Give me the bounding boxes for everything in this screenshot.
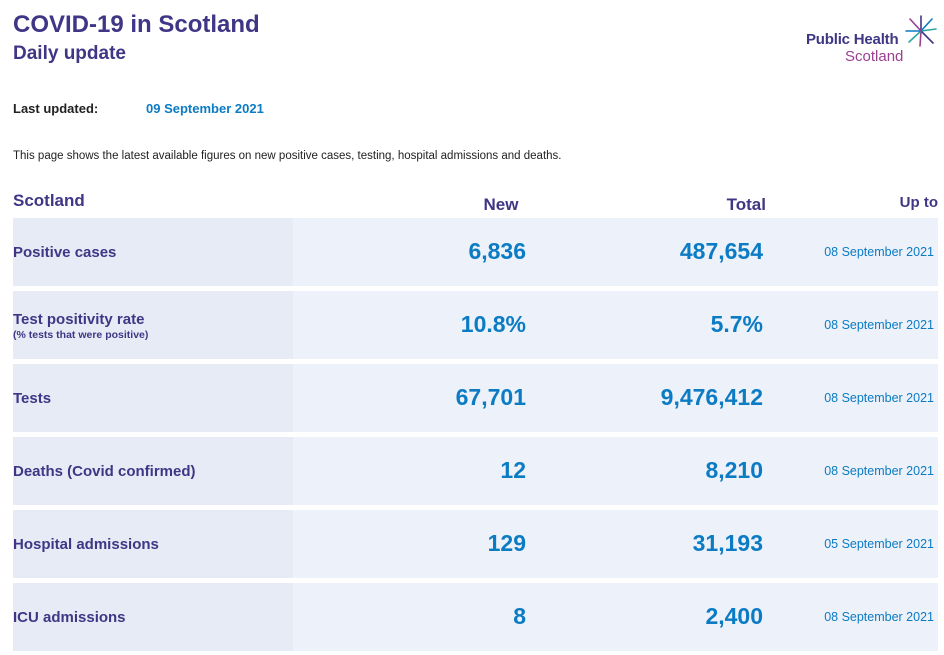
column-header-new: New bbox=[483, 195, 519, 214]
row-date: 08 September 2021 bbox=[824, 318, 934, 332]
row-date: 05 September 2021 bbox=[824, 537, 934, 551]
row-sublabel: (% tests that were positive) bbox=[13, 329, 149, 341]
last-updated-label: Last updated: bbox=[13, 101, 99, 116]
table-row-deaths: Deaths (Covid confirmed) 12 8,210 08 Sep… bbox=[13, 437, 938, 505]
row-total-value: 487,654 bbox=[679, 238, 763, 264]
row-date: 08 September 2021 bbox=[824, 464, 934, 478]
row-label: ICU admissions bbox=[13, 609, 126, 626]
row-date: 08 September 2021 bbox=[824, 391, 934, 405]
row-label-cell: Hospital admissions bbox=[13, 510, 293, 578]
logo-text-line2: Scotland bbox=[845, 48, 904, 65]
row-label: Positive cases bbox=[13, 244, 117, 261]
row-new-value: 67,701 bbox=[455, 384, 526, 410]
row-new-value: 10.8% bbox=[460, 311, 526, 337]
row-new-value: 12 bbox=[500, 457, 526, 483]
page-title: COVID-19 in Scotland bbox=[13, 11, 260, 38]
row-new-value: 8 bbox=[513, 603, 526, 629]
column-header-total: Total bbox=[726, 195, 766, 214]
last-updated-value: 09 September 2021 bbox=[146, 101, 264, 116]
page-subtitle: Daily update bbox=[13, 43, 126, 64]
table-row-icu-admissions: ICU admissions 8 2,400 08 September 2021 bbox=[13, 583, 938, 651]
table-row-hospital-admissions: Hospital admissions 129 31,193 05 Septem… bbox=[13, 510, 938, 578]
column-header-region: Scotland bbox=[13, 191, 85, 210]
row-label-cell: Test positivity rate (% tests that were … bbox=[13, 291, 293, 359]
row-total-value: 9,476,412 bbox=[660, 384, 763, 410]
row-label-cell: Tests bbox=[13, 364, 293, 432]
table-row-positive-cases: Positive cases 6,836 487,654 08 Septembe… bbox=[13, 218, 938, 286]
row-label-cell: Positive cases bbox=[13, 218, 293, 286]
table-row-test-positivity: Test positivity rate (% tests that were … bbox=[13, 291, 938, 359]
row-label: Tests bbox=[13, 390, 52, 407]
table-row-tests: Tests 67,701 9,476,412 08 September 2021 bbox=[13, 364, 938, 432]
row-date: 08 September 2021 bbox=[824, 245, 934, 259]
row-total-value: 8,210 bbox=[705, 457, 763, 483]
row-label: Deaths (Covid confirmed) bbox=[13, 463, 196, 480]
public-health-scotland-logo[interactable]: Public Health Scotland bbox=[800, 14, 940, 66]
intro-text: This page shows the latest available fig… bbox=[13, 150, 562, 162]
column-header-up-to: Up to bbox=[899, 194, 938, 211]
row-date: 08 September 2021 bbox=[824, 610, 934, 624]
row-label-cell: ICU admissions bbox=[13, 583, 293, 651]
phs-star-icon bbox=[905, 15, 937, 47]
row-label: Hospital admissions bbox=[13, 536, 159, 553]
row-label-cell: Deaths (Covid confirmed) bbox=[13, 437, 293, 505]
row-new-value: 129 bbox=[487, 530, 526, 556]
row-total-value: 2,400 bbox=[705, 603, 763, 629]
row-total-value: 31,193 bbox=[692, 530, 763, 556]
row-new-value: 6,836 bbox=[468, 238, 526, 264]
row-total-value: 5.7% bbox=[710, 311, 763, 337]
row-label: Test positivity rate bbox=[13, 311, 145, 328]
logo-text-line1: Public Health bbox=[806, 31, 899, 48]
